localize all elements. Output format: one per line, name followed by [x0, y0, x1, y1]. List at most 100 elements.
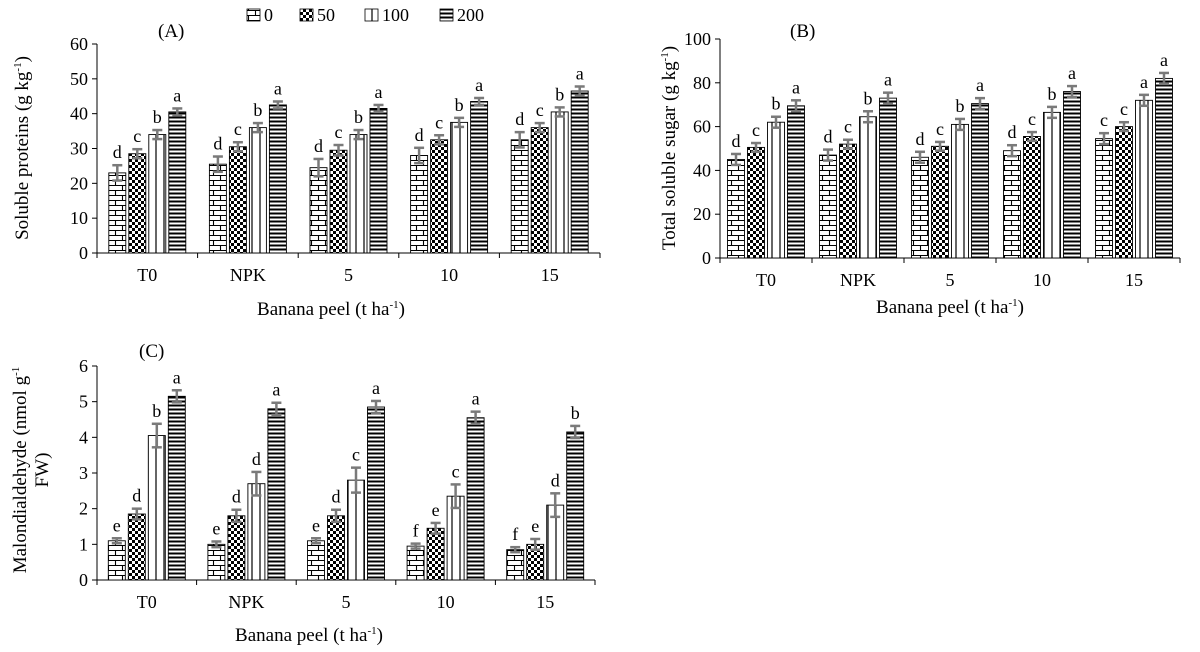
bar-vertical-lines: [247, 483, 266, 581]
significance-letter: a: [173, 85, 181, 105]
significance-letter: d: [732, 131, 741, 151]
bar-horizontal-lines: [570, 90, 589, 254]
bar-horizontal-lines: [971, 103, 989, 259]
significance-letter: c: [435, 112, 443, 132]
significance-letter: c: [335, 122, 343, 142]
legend: 0 50 100 200: [246, 5, 484, 25]
significance-letter: b: [152, 401, 161, 421]
significance-letter: c: [1028, 109, 1036, 129]
significance-letter: c: [844, 117, 852, 137]
x-axis-title: Banana peel (t ha-1): [876, 297, 1024, 318]
y-axis-title: Malondialdehyde (nmol g-1: [10, 367, 31, 574]
x-tick-label: T0: [137, 592, 157, 612]
significance-letter: c: [752, 120, 760, 140]
x-tick-label: NPK: [840, 270, 876, 290]
bar-vertical-lines: [1043, 111, 1061, 259]
significance-letter: a: [472, 389, 480, 409]
bar-brick: [207, 543, 226, 581]
significance-letter: d: [113, 142, 122, 162]
significance-letter: e: [312, 515, 320, 535]
bar-horizontal-lines: [566, 431, 585, 581]
bar-horizontal-lines: [1063, 91, 1081, 259]
bar-horizontal-lines: [267, 408, 286, 581]
y-tick-label: 1: [79, 534, 88, 554]
bar-horizontal-lines: [470, 101, 489, 254]
bar-checkered: [839, 143, 857, 259]
significance-letter: d: [415, 125, 424, 145]
legend-swatch-brick: [246, 8, 261, 22]
bar-horizontal-lines: [268, 104, 287, 254]
x-axis-title: Banana peel (t ha-1): [257, 299, 405, 320]
significance-letter: d: [515, 109, 524, 129]
bar-checkered: [931, 145, 949, 259]
bar-checkered: [426, 527, 445, 581]
bar-horizontal-lines: [367, 406, 385, 581]
significance-letter: d: [232, 487, 241, 507]
bar-vertical-lines: [859, 116, 877, 259]
bar-horizontal-lines: [787, 105, 805, 259]
bar-vertical-lines: [148, 134, 167, 254]
significance-letter: d: [824, 127, 833, 147]
legend-swatch-horizontal-lines: [439, 8, 454, 22]
bar-checkered: [127, 513, 146, 581]
y-axis-title-group: Malondialdehyde (nmol g-1FW): [10, 367, 53, 574]
bar-vertical-lines: [347, 479, 365, 581]
significance-letter: b: [555, 84, 564, 104]
significance-letter: c: [536, 100, 544, 120]
bar-checkered: [530, 127, 549, 254]
panel-label: (A): [158, 21, 184, 42]
significance-letter: f: [512, 524, 518, 544]
significance-letter: d: [332, 487, 341, 507]
bar-brick: [506, 549, 525, 581]
bar-checkered: [228, 146, 247, 254]
significance-letter: c: [452, 461, 460, 481]
y-tick-label: 20: [70, 173, 88, 193]
significance-letter: d: [213, 134, 222, 154]
bar-horizontal-lines: [879, 97, 897, 259]
legend-swatch-checkered: [299, 8, 314, 22]
bar-horizontal-lines: [466, 417, 485, 581]
bar-vertical-lines: [951, 123, 969, 259]
significance-letter: d: [551, 470, 560, 490]
y-tick-label: 0: [79, 243, 88, 263]
x-tick-label: 5: [946, 270, 955, 290]
significance-letter: a: [274, 78, 282, 98]
x-tick-label: 10: [440, 265, 458, 285]
y-tick-label: 50: [70, 69, 88, 89]
y-tick-label: 40: [693, 160, 711, 180]
significance-letter: f: [413, 521, 419, 541]
significance-letter: c: [352, 445, 360, 465]
legend-label: 200: [457, 5, 484, 25]
y-tick-label: 10: [70, 208, 88, 228]
significance-letter: a: [1068, 63, 1076, 83]
bar-brick: [911, 156, 929, 259]
significance-letter: a: [173, 367, 181, 387]
legend-label: 0: [264, 5, 273, 25]
bar-checkered: [128, 153, 147, 254]
legend-swatch-vertical-lines: [364, 8, 379, 22]
bar-checkered: [747, 146, 765, 259]
x-tick-label: T0: [137, 265, 157, 285]
significance-letter: d: [1008, 122, 1017, 142]
significance-letter: d: [916, 129, 925, 149]
y-axis-title-group: Total soluble sugar (g kg-1): [659, 46, 680, 250]
significance-letter: b: [864, 88, 873, 108]
significance-letter: a: [1140, 72, 1148, 92]
significance-letter: d: [132, 486, 141, 506]
significance-letter: a: [792, 77, 800, 97]
significance-letter: e: [212, 518, 220, 538]
significance-letter: b: [253, 100, 262, 120]
significance-letter: a: [1160, 50, 1168, 70]
significance-letter: a: [884, 70, 892, 90]
y-axis-title: Soluble proteins (g kg-1): [12, 56, 33, 240]
y-tick-label: 60: [70, 34, 88, 54]
bar-brick: [1003, 150, 1021, 259]
significance-letter: b: [1048, 84, 1057, 104]
bar-horizontal-lines: [168, 111, 187, 254]
bar-brick: [510, 139, 529, 254]
y-tick-label: 80: [693, 73, 711, 93]
panel-label: (C): [139, 341, 164, 362]
y-tick-label: 0: [702, 248, 711, 268]
significance-letter: c: [1100, 110, 1108, 130]
